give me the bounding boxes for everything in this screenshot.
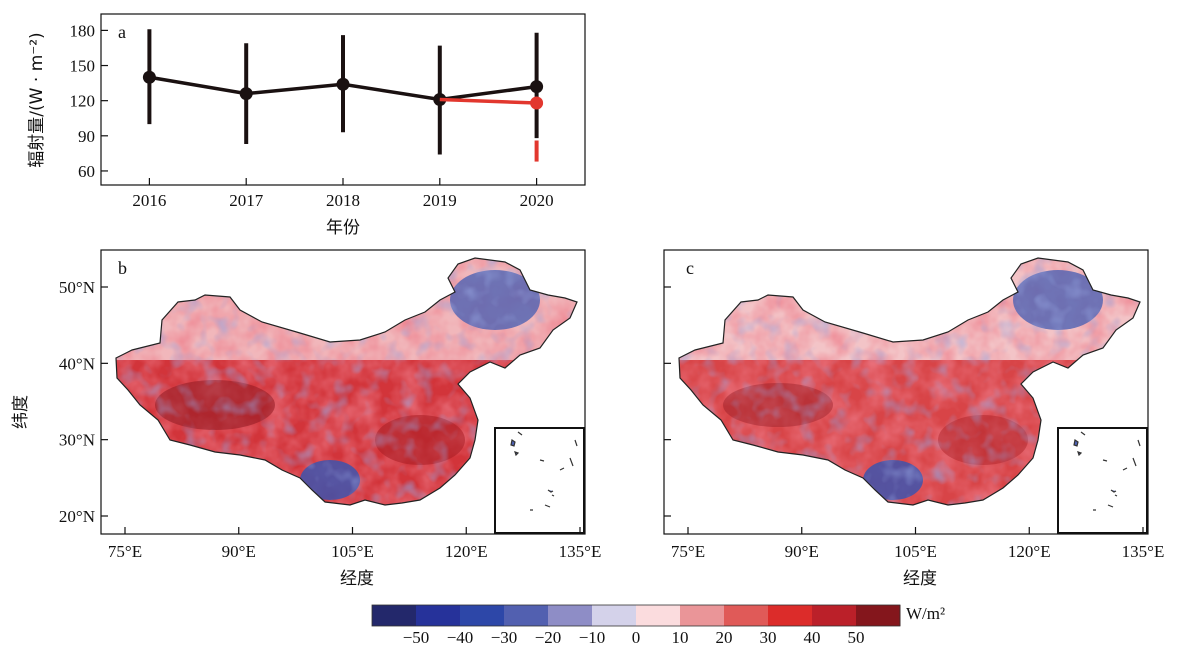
panel-b-ylabel: 纬度: [11, 395, 31, 429]
panel-a-xlabel: 年份: [326, 218, 360, 238]
series-1-point-2020: [530, 96, 544, 110]
panel-b: b 20°N 30°N 40°N 50°N 75°E 90°E 105°E 120°E 135…: [11, 249, 601, 589]
colorbar-border: [371, 604, 901, 627]
colorbar-swatch-3: [504, 605, 549, 626]
x-tick-label-2019: 2019: [423, 191, 457, 210]
x-tick-label-2018: 2018: [326, 191, 360, 210]
colorbar-swatch-6: [636, 605, 681, 626]
colorbar-labels: −50 −40 −30 −20 −10 0 10 20 30 40 50: [403, 628, 865, 646]
panel-a-y-ticks: 60 90 120 150 180: [70, 21, 108, 181]
panel-c: c 75°E 90°E 105°E 120°E 135°E 经度: [663, 249, 1164, 589]
colorbar-label-8: 30: [760, 628, 777, 646]
colorbar-swatch-0: [372, 605, 417, 626]
x-tick-label-3: 120°E: [1008, 542, 1051, 561]
x-tick-label-1: 90°E: [222, 542, 256, 561]
panel-c-inset: [1057, 427, 1148, 534]
x-tick-label-2016: 2016: [132, 191, 166, 210]
y-tick-label-120: 120: [70, 92, 96, 111]
panel-b-x-ticks: 75°E 90°E 105°E 120°E 135°E: [108, 527, 601, 561]
y-tick-label-3: 50°N: [59, 278, 95, 297]
panel-b-letter: b: [118, 258, 127, 278]
panel-b-inset-frame: [494, 427, 585, 534]
y-tick-label-180: 180: [70, 21, 96, 40]
x-tick-label-0: 75°E: [671, 542, 705, 561]
colorbar-label-9: 40: [804, 628, 821, 646]
colorbar-label-10: 50: [848, 628, 865, 646]
colorbar-swatch-5: [592, 605, 637, 626]
panel-b-inset-islands: [510, 431, 578, 511]
x-tick-label-2017: 2017: [229, 191, 264, 210]
colorbar-label-6: 10: [672, 628, 689, 646]
colorbar-swatch-4: [548, 605, 593, 626]
colorbar-swatch-1: [416, 605, 461, 626]
colorbar-swatch-2: [460, 605, 505, 626]
colorbar-swatch-11: [856, 605, 901, 626]
panel-b-y-ticks: 20°N 30°N 40°N 50°N: [59, 278, 108, 526]
panel-a-x-ticks: 2016 2017 2018 2019 2020: [132, 178, 554, 210]
x-tick-label-3: 120°E: [445, 542, 488, 561]
colorbar-label-0: −50: [403, 628, 430, 646]
panel-a-marks: [142, 29, 544, 162]
panel-c-y-ticks: [664, 286, 671, 517]
y-tick-label-150: 150: [70, 57, 96, 76]
y-tick-label-1: 30°N: [59, 431, 95, 450]
x-tick-label-2: 105°E: [894, 542, 937, 561]
series-1-line: [439, 97, 537, 105]
panel-a-letter: a: [118, 22, 126, 42]
y-tick-label-90: 90: [78, 127, 95, 146]
colorbar-swatch-10: [812, 605, 857, 626]
y-tick-label-0: 20°N: [59, 507, 95, 526]
colorbar-label-2: −30: [491, 628, 518, 646]
x-tick-label-2020: 2020: [520, 191, 554, 210]
series-0-point-2017: [239, 87, 253, 101]
panel-b-frame: [100, 249, 586, 535]
colorbar-swatches: [371, 604, 901, 627]
x-tick-label-4: 135°E: [559, 542, 602, 561]
panel-c-inset-islands: [1073, 431, 1141, 511]
panel-c-map-outline: [678, 257, 1141, 506]
colorbar-label-1: −40: [447, 628, 474, 646]
colorbar-label-5: 0: [632, 628, 641, 646]
colorbar-swatch-8: [724, 605, 769, 626]
y-tick-label-2: 40°N: [59, 354, 95, 373]
series-0-point-2020: [530, 80, 544, 94]
panel-c-xlabel: 经度: [903, 569, 937, 589]
colorbar-label-4: −10: [579, 628, 606, 646]
panel-c-x-ticks: 75°E 90°E 105°E 120°E 135°E: [671, 527, 1164, 561]
panel-b-xlabel: 经度: [340, 569, 374, 589]
x-tick-label-0: 75°E: [108, 542, 142, 561]
colorbar-swatch-9: [768, 605, 813, 626]
x-tick-label-1: 90°E: [785, 542, 819, 561]
colorbar-label-7: 20: [716, 628, 733, 646]
panel-c-inset-frame: [1057, 427, 1148, 534]
panel-b-inset: [494, 427, 585, 534]
panel-c-letter: c: [686, 258, 694, 278]
series-0-point-2018: [336, 77, 350, 91]
colorbar-label-3: −20: [535, 628, 562, 646]
x-tick-label-4: 135°E: [1122, 542, 1165, 561]
colorbar-unit: W/m²: [906, 604, 945, 623]
series-0-point-2016: [142, 70, 156, 84]
y-tick-label-60: 60: [78, 162, 95, 181]
colorbar: −50 −40 −30 −20 −10 0 10 20 30 40 50 W/m²: [371, 604, 945, 646]
x-tick-label-2: 105°E: [331, 542, 374, 561]
colorbar-swatch-7: [680, 605, 725, 626]
panel-b-map-outline: [115, 257, 578, 506]
panel-a-ylabel: 辐射量/(W · m⁻²): [27, 32, 47, 167]
panel-c-frame: [663, 249, 1149, 535]
